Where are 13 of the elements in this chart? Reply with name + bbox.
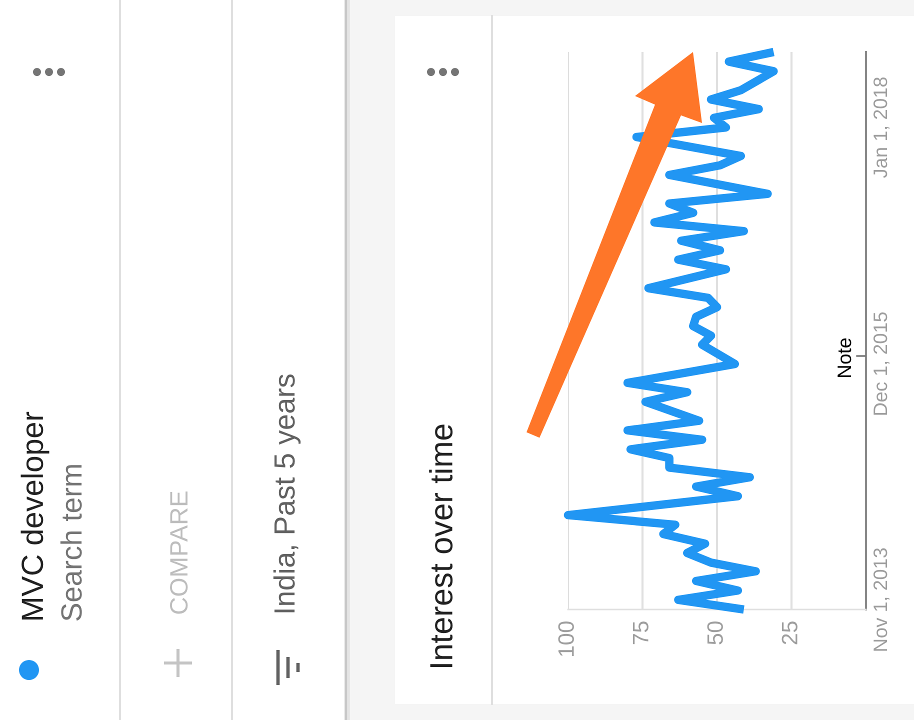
x-tick-label: 25 [782,622,798,644]
y-tick-label: Nov 1, 2013 [873,548,890,651]
y-tick-label: Jan 1, 2018 [873,77,890,178]
y-tick-label: Dec 1, 2015 [873,312,890,415]
text: Search term [60,465,82,621]
text: COMPARE [170,492,188,614]
x-tick-label: 50 [707,621,723,644]
text: India, Past 5 years [273,374,301,612]
text: Interest over time [429,424,453,668]
text: MVC developer [20,412,50,620]
annotation: Note [838,338,852,377]
x-tick-label: 100 [558,621,574,656]
x-tick-label: 75 [632,622,648,644]
